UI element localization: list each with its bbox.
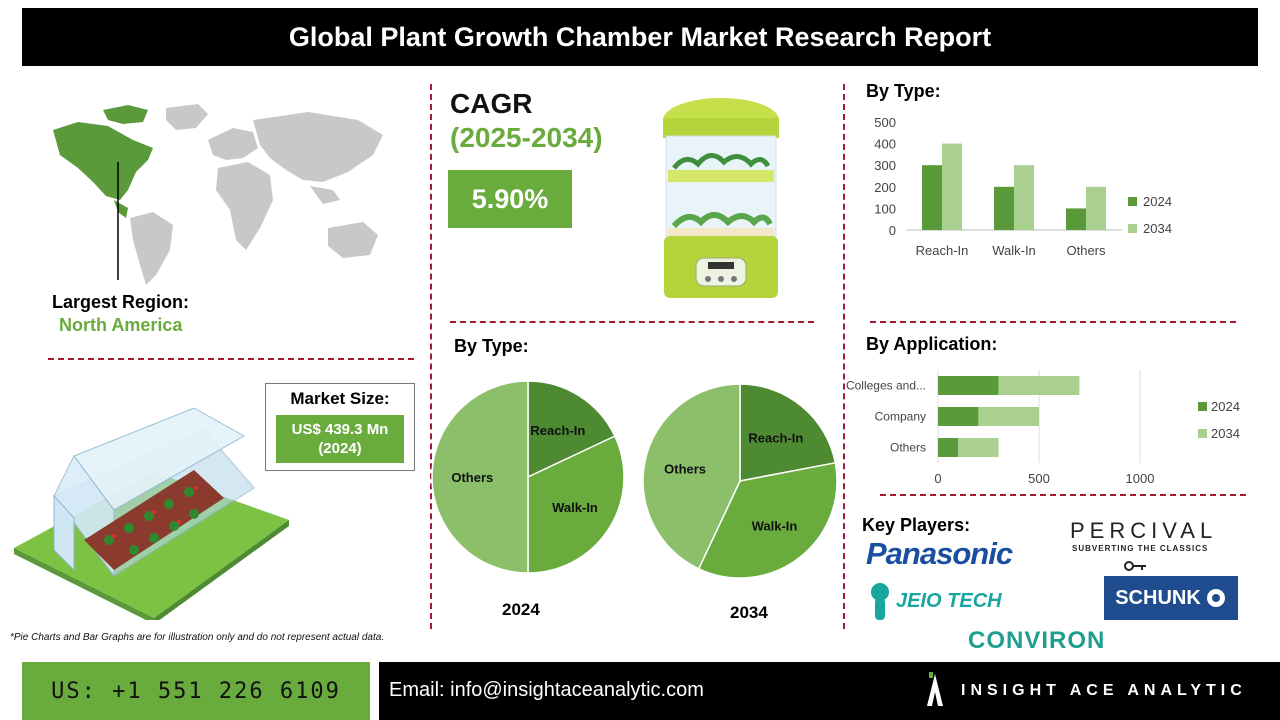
pie-charts: Reach-In Walk-In Others Reach-In Walk-In Oth… [431, 380, 838, 579]
footer-brand: INSIGHT ACE ANALYTIC [961, 682, 1247, 699]
type-bar-0-1 [942, 143, 962, 230]
pie-1-label-1: Walk-In [752, 518, 798, 533]
app-bar-0-0 [938, 376, 999, 395]
greenhouse-icon [14, 407, 289, 620]
type-bar-0-0 [922, 165, 942, 230]
percival-tagline: SUBVERTING THE CLASSICS [1072, 544, 1209, 553]
app-ytick-1: Company [875, 410, 926, 424]
pie-1-slice-0 [739, 383, 837, 482]
app-bar-chart: 0 500 1000 Colleges and... Company Others 2024… [846, 370, 1240, 486]
report-title: Global Plant Growth Chamber Market Resea… [22, 8, 1258, 66]
type-ytick-2: 200 [874, 180, 896, 195]
type-bar-chart: 0 100 200 300 400 500 Reach-In Walk-In Others 202… [874, 115, 1172, 258]
divider-left [430, 84, 432, 629]
key-icon [1124, 561, 1146, 571]
app-bar-0-1 [998, 376, 1080, 395]
pie-2034: Reach-In Walk-In Others [642, 383, 838, 579]
type-bar-1-1 [1014, 165, 1034, 230]
cagr-label: CAGR [450, 88, 533, 119]
key-players-heading: Key Players: [862, 515, 971, 535]
app-xtick-0: 0 [934, 471, 941, 486]
type-xtick-1: Walk-In [992, 243, 1036, 258]
growth-chamber-icon [663, 98, 779, 298]
app-bar-plot: 0 500 1000 Colleges and... Company Others 2024… [846, 370, 1240, 486]
divider-cagr [450, 321, 814, 323]
type-xtick-2: Others [1066, 243, 1106, 258]
cagr-period: (2025-2034) [450, 122, 603, 153]
footer-email[interactable]: Email: info@insightaceanalytic.com [389, 679, 704, 701]
brand-logo-icon [927, 672, 943, 706]
pie-0-label-2: Others [451, 470, 493, 485]
app-bar-2-0 [938, 438, 959, 457]
pie-1-label-2: Others [664, 462, 706, 477]
app-xtick-2: 1000 [1126, 471, 1155, 486]
panasonic-logo: Panasonic [866, 536, 1013, 571]
app-ytick-2: Others [890, 441, 926, 455]
pie-2024-year: 2024 [502, 600, 540, 619]
app-bar-1-0 [938, 407, 979, 426]
pie-2024: Reach-In Walk-In Others [431, 380, 625, 574]
type-bar-2-0 [1066, 208, 1086, 230]
type-legend-label-0: 2024 [1143, 194, 1172, 209]
app-legend-swatch-0 [1198, 402, 1207, 411]
schunk-logo-box: SCHUNK [1104, 576, 1238, 620]
type-legend-swatch-0 [1128, 197, 1137, 206]
type-ytick-3: 300 [874, 158, 896, 173]
pie-0-slice-1 [527, 435, 625, 574]
pie-section-heading: By Type: [454, 336, 529, 356]
pie-1-slice-2 [642, 383, 741, 570]
type-bar-heading: By Type: [866, 81, 941, 101]
divider-app-bar [880, 494, 1246, 496]
conviron-logo: CONVIRON [968, 627, 1106, 654]
type-ytick-1: 100 [874, 201, 896, 216]
type-ytick-0: 0 [889, 223, 896, 238]
app-legend-swatch-1 [1198, 429, 1207, 438]
type-xtick-0: Reach-In [916, 243, 969, 258]
schunk-logo: SCHUNK [1115, 586, 1201, 609]
divider-type-bar [870, 321, 1236, 323]
app-bar-1-1 [978, 407, 1039, 426]
app-legend-label-0: 2024 [1211, 399, 1240, 414]
pie-1-label-0: Reach-In [748, 431, 803, 446]
type-bar-1-0 [994, 186, 1014, 230]
type-ytick-4: 400 [874, 137, 896, 152]
jeiotech-logo: JEIO TECH [896, 590, 1002, 612]
market-size-amount: US$ 439.3 Mn [291, 421, 389, 438]
market-size-value: US$ 439.3 Mn (2024) [276, 415, 404, 463]
footer-phone[interactable]: US: +1 551 226 6109 [22, 662, 370, 720]
pie-0-label-1: Walk-In [552, 500, 598, 515]
percival-logo: PERCIVAL [1070, 518, 1218, 543]
footnote: *Pie Charts and Bar Graphs are for illus… [10, 632, 385, 643]
pie-0-label-0: Reach-In [530, 423, 585, 438]
pie-0-slice-0 [527, 380, 616, 479]
jeiotech-mark-icon [871, 583, 889, 620]
pie-0-slice-2 [431, 380, 529, 574]
pie-1-slice-1 [697, 461, 838, 579]
app-ytick-0: Colleges and... [846, 379, 926, 393]
app-xtick-1: 500 [1028, 471, 1050, 486]
cagr-value: 5.90% [448, 170, 572, 228]
app-legend-label-1: 2034 [1211, 426, 1240, 441]
schunk-mark-icon [1206, 589, 1225, 607]
type-ytick-5: 500 [874, 115, 896, 130]
type-legend-label-1: 2034 [1143, 221, 1172, 236]
pie-2034-year: 2034 [730, 603, 768, 622]
type-bar-plot: 0 100 200 300 400 500 Reach-In Walk-In Others 202… [874, 115, 1172, 258]
divider-region [48, 358, 414, 360]
largest-region-value: North America [59, 315, 183, 335]
market-size-year: (2024) [318, 440, 362, 457]
largest-region-label: Largest Region: [52, 292, 190, 312]
world-map-icon [53, 104, 383, 285]
app-bar-2-1 [958, 438, 999, 457]
type-bar-2-1 [1086, 186, 1106, 230]
market-size-label: Market Size: [290, 389, 390, 408]
divider-right [843, 84, 845, 629]
footer-bar: Email: info@insightaceanalytic.com INSIG… [379, 662, 1280, 720]
type-legend-swatch-1 [1128, 224, 1137, 233]
app-bar-heading: By Application: [866, 334, 998, 354]
